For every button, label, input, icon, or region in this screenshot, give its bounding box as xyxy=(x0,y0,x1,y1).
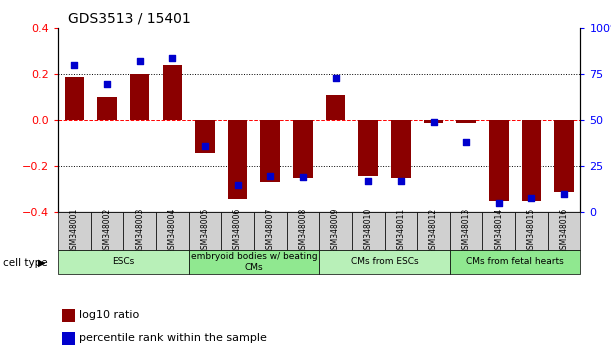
Bar xyxy=(163,65,182,120)
Bar xyxy=(522,120,541,201)
Bar xyxy=(548,212,580,250)
Point xyxy=(331,75,340,81)
Bar xyxy=(123,212,156,250)
Bar xyxy=(456,120,476,123)
Bar xyxy=(58,212,90,250)
Bar xyxy=(554,120,574,192)
Bar xyxy=(260,120,280,183)
Text: GSM348012: GSM348012 xyxy=(429,208,438,254)
Bar xyxy=(417,212,450,250)
Point xyxy=(429,119,439,125)
Bar xyxy=(359,120,378,176)
Text: percentile rank within the sample: percentile rank within the sample xyxy=(79,333,267,343)
Text: GDS3513 / 15401: GDS3513 / 15401 xyxy=(68,12,191,26)
Text: cell type: cell type xyxy=(3,258,48,268)
Text: GSM348005: GSM348005 xyxy=(200,208,210,254)
Point xyxy=(233,182,243,188)
Text: GSM348002: GSM348002 xyxy=(103,208,112,254)
Text: CMs from ESCs: CMs from ESCs xyxy=(351,257,419,267)
Text: GSM348009: GSM348009 xyxy=(331,208,340,254)
Bar xyxy=(65,77,84,120)
Point xyxy=(494,200,503,206)
Bar xyxy=(352,212,384,250)
Point xyxy=(167,55,177,61)
Text: GSM348007: GSM348007 xyxy=(266,208,275,254)
Bar xyxy=(450,250,580,274)
Point xyxy=(527,195,536,200)
Bar xyxy=(287,212,320,250)
Bar xyxy=(189,250,320,274)
Text: GSM348004: GSM348004 xyxy=(168,208,177,254)
Text: GSM348013: GSM348013 xyxy=(462,208,470,254)
Text: log10 ratio: log10 ratio xyxy=(79,310,140,320)
Point xyxy=(200,143,210,149)
Text: ESCs: ESCs xyxy=(112,257,134,267)
Bar xyxy=(221,212,254,250)
Text: CMs from fetal hearts: CMs from fetal hearts xyxy=(466,257,564,267)
Bar xyxy=(515,212,548,250)
Point xyxy=(364,178,373,184)
Bar xyxy=(450,212,483,250)
Bar xyxy=(489,120,508,201)
Text: GSM348014: GSM348014 xyxy=(494,208,503,254)
Point xyxy=(135,59,145,64)
Text: GSM348010: GSM348010 xyxy=(364,208,373,254)
Point xyxy=(461,139,471,145)
Bar xyxy=(320,250,450,274)
Bar xyxy=(423,120,444,123)
Text: GSM348011: GSM348011 xyxy=(397,208,405,254)
Point xyxy=(298,175,308,180)
Point xyxy=(265,173,275,178)
Bar xyxy=(90,212,123,250)
Bar xyxy=(62,332,75,345)
Bar xyxy=(228,120,247,199)
Bar xyxy=(254,212,287,250)
Point xyxy=(559,191,569,197)
Text: GSM348008: GSM348008 xyxy=(298,208,307,254)
Bar xyxy=(391,120,411,178)
Text: GSM348003: GSM348003 xyxy=(135,208,144,254)
Text: GSM348015: GSM348015 xyxy=(527,208,536,254)
Bar xyxy=(320,212,352,250)
Text: GSM348006: GSM348006 xyxy=(233,208,242,254)
Text: ▶: ▶ xyxy=(38,258,45,268)
Bar xyxy=(156,212,189,250)
Text: GSM348016: GSM348016 xyxy=(560,208,569,254)
Bar xyxy=(97,97,117,120)
Text: GSM348001: GSM348001 xyxy=(70,208,79,254)
Bar xyxy=(130,74,150,120)
Point xyxy=(70,62,79,68)
Bar xyxy=(293,120,313,178)
Bar xyxy=(326,95,345,120)
Bar xyxy=(195,120,215,153)
Bar xyxy=(62,309,75,322)
Text: embryoid bodies w/ beating
CMs: embryoid bodies w/ beating CMs xyxy=(191,252,317,272)
Bar xyxy=(483,212,515,250)
Point xyxy=(102,81,112,86)
Point xyxy=(396,178,406,184)
Bar xyxy=(189,212,221,250)
Bar xyxy=(384,212,417,250)
Bar xyxy=(58,250,189,274)
